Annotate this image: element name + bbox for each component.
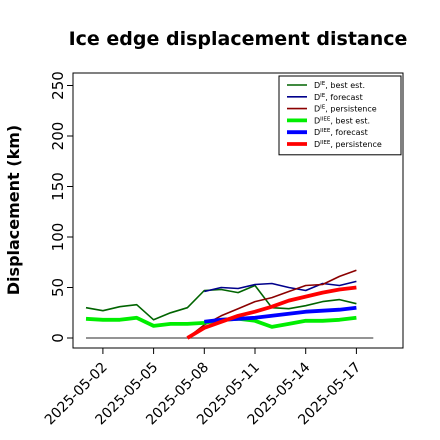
legend-label-superscript: IE: [320, 93, 326, 99]
legend-label-base: D: [314, 140, 320, 149]
legend-label-tail: , forecast: [325, 93, 362, 102]
legend-label-superscript: IIEE: [320, 140, 331, 146]
legend-label: DIE, forecast: [314, 93, 363, 102]
legend-label: DIIEE, forecast: [314, 128, 368, 137]
legend-label-tail: , persistence: [325, 105, 376, 114]
legend-label-base: D: [314, 81, 320, 90]
series-line-6: [186, 285, 357, 340]
legend-label-tail: , best est.: [330, 116, 370, 125]
y-tick-label: 250: [49, 71, 67, 100]
series-line-2: [204, 280, 357, 293]
legend-label: DIE, best est.: [314, 81, 365, 90]
legend-label-superscript: IIEE: [320, 116, 331, 122]
y-axis-label: Displacement (km): [4, 125, 23, 295]
y-tick-label: 50: [49, 278, 67, 297]
legend-label-superscript: IE: [320, 81, 326, 87]
legend-label-tail: , persistence: [330, 140, 381, 149]
y-tick-label: 150: [49, 172, 67, 201]
plot-border: [72, 72, 404, 349]
legend-label-base: D: [314, 93, 320, 102]
plot-area: [72, 72, 404, 349]
legend-label-superscript: IE: [320, 105, 326, 111]
legend-label-superscript: IIEE: [320, 128, 331, 134]
legend-box: [278, 75, 402, 156]
y-tick-label: 0: [49, 333, 67, 343]
x-axis: 2025-05-022025-05-052025-05-082025-05-11…: [42, 348, 364, 428]
legend-label-base: D: [314, 116, 320, 125]
y-tick-label: 200: [49, 122, 67, 151]
legend-label: DIIEE, best est.: [314, 116, 370, 125]
y-tick-label: 100: [49, 223, 67, 252]
chart-title: Ice edge displacement distance: [69, 28, 408, 50]
legend-label-tail: , best est.: [325, 81, 365, 90]
y-axis: 0 50 100 150 200 250: [49, 71, 73, 343]
legend-label-base: D: [314, 105, 320, 114]
series-line-1: [85, 284, 357, 321]
legend-label-tail: , forecast: [330, 128, 367, 137]
legend-label-base: D: [314, 128, 320, 137]
legend-label: DIE, persistence: [314, 105, 377, 114]
legend-label: DIIEE, persistence: [314, 140, 382, 149]
